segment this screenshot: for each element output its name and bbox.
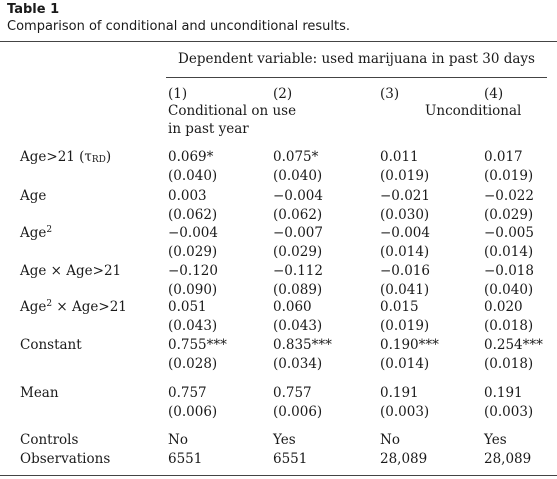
observations-label: Observations bbox=[20, 451, 111, 467]
column-group-conditional: Conditional on use in past year bbox=[168, 103, 297, 137]
column-number-2: (2) bbox=[273, 86, 293, 102]
coefficient-cell: 0.757 bbox=[273, 385, 312, 401]
coefficient-cell: −0.004 bbox=[380, 225, 430, 241]
coefficient-cell: 0.011 bbox=[380, 149, 419, 165]
coefficient-cell: 0.190*** bbox=[380, 337, 439, 353]
coefficient-cell: −0.018 bbox=[484, 263, 534, 279]
standard-error-cell: (0.003) bbox=[380, 404, 430, 420]
standard-error-cell: (0.014) bbox=[484, 244, 534, 260]
coefficient-cell: 0.017 bbox=[484, 149, 523, 165]
observations-cell: 6551 bbox=[168, 451, 203, 467]
row-label: Age2 × Age>21 bbox=[20, 299, 127, 315]
coefficient-cell: −0.004 bbox=[168, 225, 218, 241]
coefficient-cell: 0.060 bbox=[273, 299, 312, 315]
observations-cell: 28,089 bbox=[484, 451, 532, 467]
coefficient-cell: 0.015 bbox=[380, 299, 419, 315]
controls-label: Controls bbox=[20, 432, 79, 448]
coefficient-cell: −0.022 bbox=[484, 188, 534, 204]
coefficient-cell: −0.005 bbox=[484, 225, 534, 241]
standard-error-cell: (0.043) bbox=[273, 318, 323, 334]
observations-cell: 28,089 bbox=[380, 451, 428, 467]
coefficient-cell: 0.020 bbox=[484, 299, 523, 315]
standard-error-cell: (0.029) bbox=[168, 244, 218, 260]
standard-error-cell: (0.090) bbox=[168, 282, 218, 298]
coefficient-cell: 0.755*** bbox=[168, 337, 227, 353]
standard-error-cell: (0.018) bbox=[484, 356, 534, 372]
row-label: Age bbox=[20, 188, 47, 204]
standard-error-cell: (0.041) bbox=[380, 282, 430, 298]
standard-error-cell: (0.019) bbox=[380, 168, 430, 184]
standard-error-cell: (0.029) bbox=[273, 244, 323, 260]
row-label: Mean bbox=[20, 385, 59, 401]
row-label: Age × Age>21 bbox=[20, 263, 122, 279]
standard-error-cell: (0.014) bbox=[380, 244, 430, 260]
controls-cell: Yes bbox=[484, 432, 507, 448]
column-group-unconditional: Unconditional bbox=[425, 103, 522, 119]
standard-error-cell: (0.006) bbox=[168, 404, 218, 420]
standard-error-cell: (0.043) bbox=[168, 318, 218, 334]
row-label: Age2 bbox=[20, 225, 53, 241]
coefficient-cell: 0.191 bbox=[380, 385, 419, 401]
standard-error-cell: (0.062) bbox=[273, 207, 323, 223]
coefficient-cell: −0.007 bbox=[273, 225, 323, 241]
coefficient-cell: 0.757 bbox=[168, 385, 207, 401]
standard-error-cell: (0.040) bbox=[273, 168, 323, 184]
standard-error-cell: (0.089) bbox=[273, 282, 323, 298]
table-caption: Table 1 Comparison of conditional and un… bbox=[7, 2, 350, 36]
column-number-1: (1) bbox=[168, 86, 188, 102]
controls-cell: No bbox=[380, 432, 400, 448]
coefficient-cell: −0.112 bbox=[273, 263, 323, 279]
standard-error-cell: (0.040) bbox=[484, 282, 534, 298]
standard-error-cell: (0.014) bbox=[380, 356, 430, 372]
column-number-3: (3) bbox=[380, 86, 400, 102]
header-rule bbox=[166, 77, 547, 78]
table-title: Comparison of conditional and unconditio… bbox=[7, 19, 351, 34]
coefficient-cell: 0.075* bbox=[273, 149, 319, 165]
coefficient-cell: −0.021 bbox=[380, 188, 430, 204]
standard-error-cell: (0.029) bbox=[484, 207, 534, 223]
coefficient-cell: −0.016 bbox=[380, 263, 430, 279]
standard-error-cell: (0.062) bbox=[168, 207, 218, 223]
controls-cell: Yes bbox=[273, 432, 296, 448]
standard-error-cell: (0.003) bbox=[484, 404, 534, 420]
dependent-variable-header: Dependent variable: used marijuana in pa… bbox=[178, 51, 535, 67]
column-number-4: (4) bbox=[484, 86, 504, 102]
coefficient-cell: 0.069* bbox=[168, 149, 214, 165]
standard-error-cell: (0.019) bbox=[380, 318, 430, 334]
standard-error-cell: (0.028) bbox=[168, 356, 218, 372]
controls-cell: No bbox=[168, 432, 188, 448]
row-label: Constant bbox=[20, 337, 82, 353]
standard-error-cell: (0.034) bbox=[273, 356, 323, 372]
standard-error-cell: (0.006) bbox=[273, 404, 323, 420]
observations-cell: 6551 bbox=[273, 451, 308, 467]
coefficient-cell: 0.003 bbox=[168, 188, 207, 204]
standard-error-cell: (0.018) bbox=[484, 318, 534, 334]
table-label: Table 1 bbox=[7, 2, 60, 17]
standard-error-cell: (0.019) bbox=[484, 168, 534, 184]
bottom-rule bbox=[0, 475, 557, 476]
top-rule bbox=[0, 41, 557, 42]
coefficient-cell: 0.191 bbox=[484, 385, 523, 401]
coefficient-cell: 0.051 bbox=[168, 299, 207, 315]
coefficient-cell: 0.835*** bbox=[273, 337, 332, 353]
coefficient-cell: −0.004 bbox=[273, 188, 323, 204]
standard-error-cell: (0.040) bbox=[168, 168, 218, 184]
row-label: Age>21 (τRD) bbox=[20, 149, 112, 165]
coefficient-cell: 0.254*** bbox=[484, 337, 543, 353]
coefficient-cell: −0.120 bbox=[168, 263, 218, 279]
standard-error-cell: (0.030) bbox=[380, 207, 430, 223]
